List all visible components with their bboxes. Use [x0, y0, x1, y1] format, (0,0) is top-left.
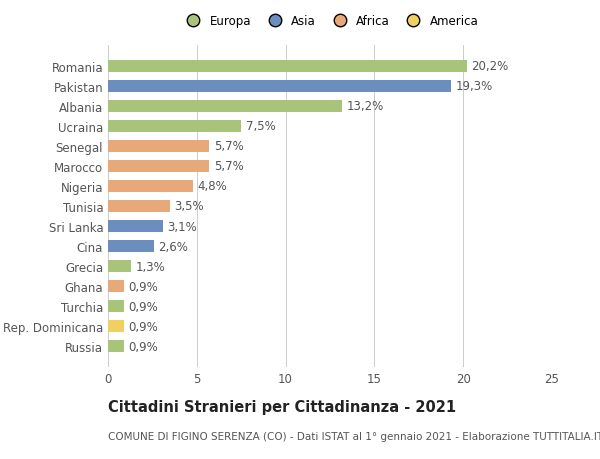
Bar [108, 241, 154, 253]
Text: 7,5%: 7,5% [245, 120, 275, 133]
Text: 0,9%: 0,9% [128, 280, 158, 293]
Bar [108, 80, 451, 93]
Bar [108, 101, 343, 113]
Bar [108, 220, 163, 233]
Text: 4,8%: 4,8% [197, 180, 227, 193]
Text: COMUNE DI FIGINO SERENZA (CO) - Dati ISTAT al 1° gennaio 2021 - Elaborazione TUT: COMUNE DI FIGINO SERENZA (CO) - Dati IST… [108, 431, 600, 442]
Text: 1,3%: 1,3% [136, 260, 165, 273]
Text: 5,7%: 5,7% [214, 160, 244, 173]
Text: 13,2%: 13,2% [347, 100, 384, 113]
Text: 3,1%: 3,1% [167, 220, 197, 233]
Text: 20,2%: 20,2% [471, 60, 508, 73]
Text: 0,9%: 0,9% [128, 340, 158, 353]
Bar [108, 120, 241, 133]
Text: 2,6%: 2,6% [158, 240, 188, 253]
Bar [108, 160, 209, 173]
Text: 0,9%: 0,9% [128, 320, 158, 333]
Bar [108, 320, 124, 333]
Bar [108, 260, 131, 273]
Text: 5,7%: 5,7% [214, 140, 244, 153]
Bar [108, 340, 124, 353]
Text: 3,5%: 3,5% [175, 200, 204, 213]
Bar [108, 61, 467, 73]
Text: 0,9%: 0,9% [128, 300, 158, 313]
Text: 19,3%: 19,3% [455, 80, 493, 93]
Legend: Europa, Asia, Africa, America: Europa, Asia, Africa, America [176, 10, 484, 33]
Bar [108, 140, 209, 153]
Bar [108, 300, 124, 313]
Text: Cittadini Stranieri per Cittadinanza - 2021: Cittadini Stranieri per Cittadinanza - 2… [108, 399, 456, 414]
Bar [108, 201, 170, 213]
Bar [108, 180, 193, 193]
Bar [108, 280, 124, 293]
